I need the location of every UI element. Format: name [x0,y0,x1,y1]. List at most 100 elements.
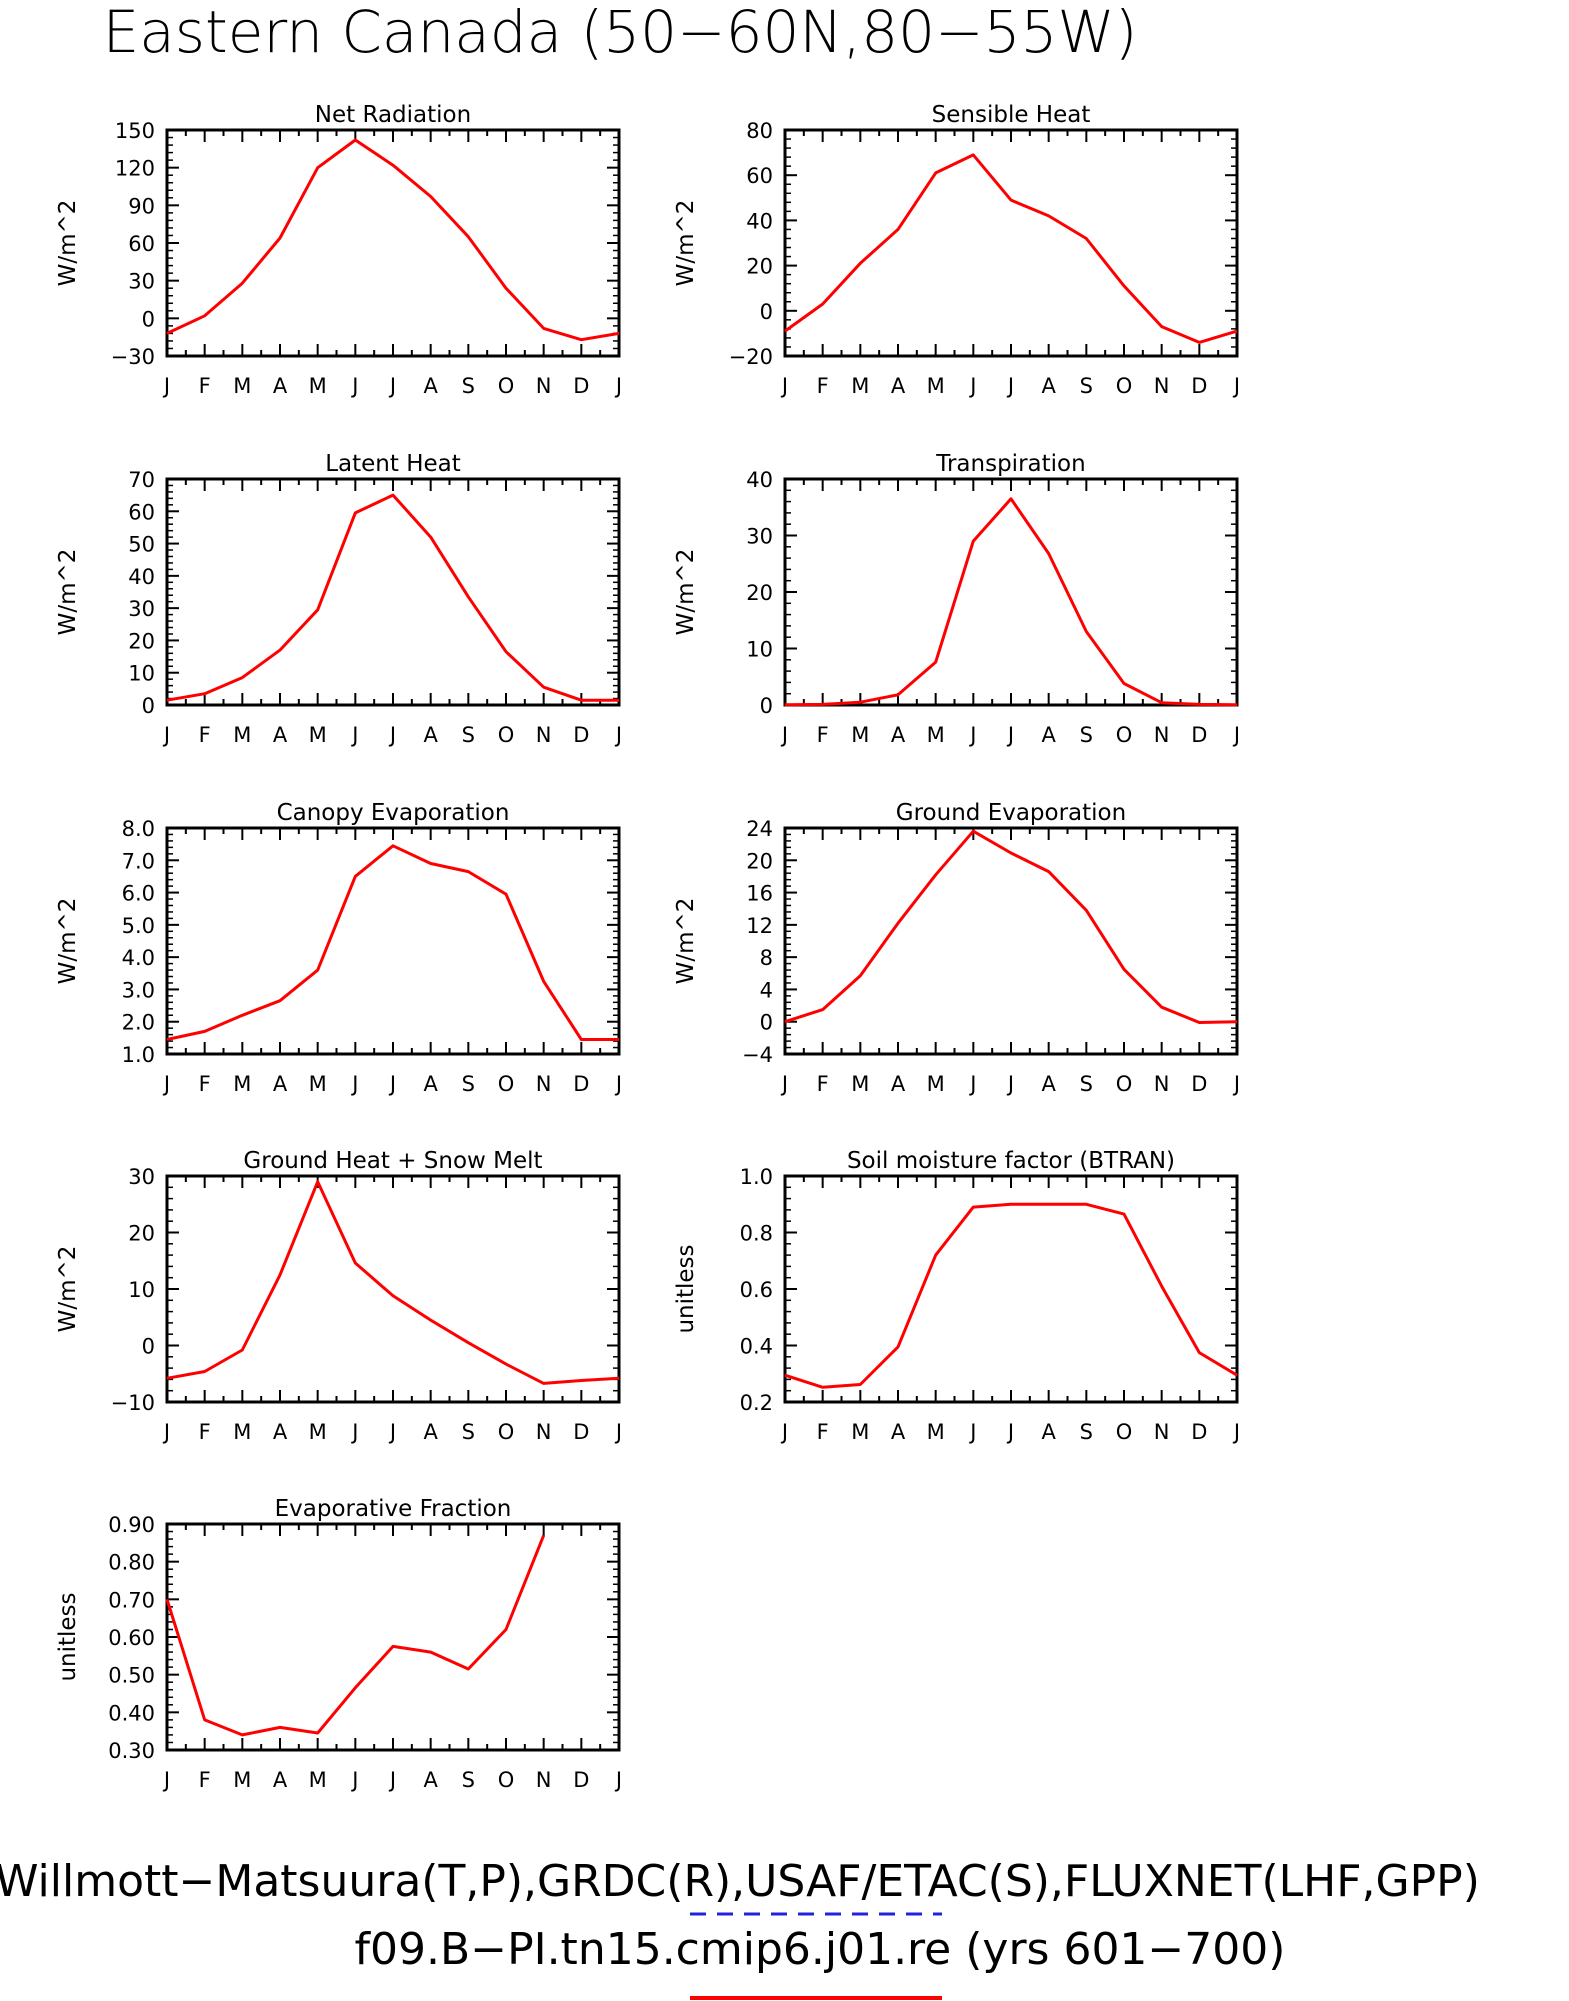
x-tick-label: J [614,374,622,398]
plot-frame [165,477,621,707]
footer-line1: Willmott−Matsuura(T,P),GRDC(R),USAF/ETAC… [0,1856,1480,1907]
y-tick-label: −30 [111,345,155,369]
x-tick-label: D [573,1768,589,1792]
y-tick-label: 20 [746,581,773,605]
x-tick-label: S [462,723,475,747]
x-tick-label: F [199,723,211,747]
x-tick-label: D [573,374,589,398]
x-tick-label: N [536,723,552,747]
x-tick-label: M [927,723,945,747]
footer-line2: f09.B−PI.tn15.cmip6.j01.re (yrs 601−700) [355,1924,1286,1975]
y-tick-label: 0 [142,307,155,331]
x-tick-label: J [780,1420,788,1444]
x-tick-label: N [536,374,552,398]
x-tick-label: M [309,374,327,398]
y-tick-label: 30 [746,525,773,549]
y-tick-label: 4.0 [122,946,155,970]
x-tick-label: O [498,1072,515,1096]
y-axis-label: W/m^2 [55,200,81,287]
x-tick-label: F [199,1768,211,1792]
y-tick-label: 2.0 [122,1011,155,1035]
x-tick-label: S [1080,374,1093,398]
y-tick-label: 70 [128,468,155,492]
y-tick-label: 40 [128,565,155,589]
panel-title: Latent Heat [325,451,461,477]
x-tick-label: J [350,1072,358,1096]
x-tick-label: A [891,1072,906,1096]
x-tick-label: O [1116,723,1133,747]
y-tick-label: 12 [746,914,773,938]
x-tick-label: A [273,1768,288,1792]
y-tick-label: 120 [115,157,155,181]
x-tick-label: O [1116,1072,1133,1096]
x-tick-label: N [1154,1420,1170,1444]
y-tick-label: −4 [742,1043,773,1067]
x-tick-label: J [780,374,788,398]
x-tick-label: N [1154,1072,1170,1096]
x-tick-label: O [498,374,515,398]
x-tick-label: J [350,1420,358,1444]
series-line [784,497,1238,707]
x-tick-label: M [309,1072,327,1096]
x-tick-label: F [817,1420,829,1444]
x-tick-label: M [851,1072,869,1096]
x-tick-label: J [350,1768,358,1792]
x-tick-label: M [233,1072,251,1096]
y-tick-label: 60 [746,164,773,188]
x-tick-label: M [927,1420,945,1444]
series-line [784,1202,1238,1389]
y-axis-label: W/m^2 [55,898,81,985]
y-tick-label: 20 [746,255,773,279]
y-tick-label: 0.4 [740,1335,773,1359]
x-tick-label: J [1232,1420,1240,1444]
y-tick-label: 30 [128,597,155,621]
x-tick-label: M [233,1768,251,1792]
y-tick-label: −10 [111,1391,155,1415]
x-tick-label: J [614,1072,622,1096]
x-tick-label: S [462,374,475,398]
plot-frame [783,826,1239,1056]
x-tick-label: J [388,723,396,747]
y-tick-label: 10 [746,638,773,662]
x-tick-label: M [927,374,945,398]
y-tick-label: 5.0 [122,914,155,938]
series-line [166,493,619,702]
x-tick-label: J [1232,723,1240,747]
x-tick-label: F [817,1072,829,1096]
x-tick-label: F [199,1420,211,1444]
plot-frame [165,1522,621,1752]
y-tick-label: 1.0 [122,1043,155,1067]
y-tick-label: 0 [760,694,773,718]
panel-5: J F M A M J J A S O N D J1.02.03.04.05.06.07.08.0Can… [55,800,622,1096]
x-tick-label: J [1232,1072,1240,1096]
x-tick-label: J [1006,723,1014,747]
x-tick-label: M [851,1420,869,1444]
y-axis-label: W/m^2 [673,898,699,985]
plot-frame [783,477,1239,707]
x-tick-label: O [1116,1420,1133,1444]
y-tick-label: 0.50 [108,1664,155,1688]
y-tick-label: 0 [142,1335,155,1359]
x-tick-label: A [891,374,906,398]
main-title: Eastern Canada (50−60N,80−55W) [103,0,1138,66]
x-tick-label: M [309,1768,327,1792]
y-tick-label: 3.0 [122,978,155,1002]
x-tick-label: J [162,1072,170,1096]
x-tick-label: D [1191,1072,1207,1096]
x-tick-label: A [423,374,438,398]
x-tick-label: S [462,1072,475,1096]
x-tick-label: A [423,1072,438,1096]
y-tick-label: 8.0 [122,817,155,841]
panel-title: Evaporative Fraction [275,1496,512,1522]
y-tick-label: 0.80 [108,1551,155,1575]
x-tick-label: J [614,1768,622,1792]
panel-title: Soil moisture factor (BTRAN) [847,1148,1175,1174]
y-tick-label: 0.30 [108,1739,155,1763]
x-tick-label: A [423,1768,438,1792]
y-axis-label: unitless [55,1592,81,1681]
y-tick-label: 50 [128,533,155,557]
